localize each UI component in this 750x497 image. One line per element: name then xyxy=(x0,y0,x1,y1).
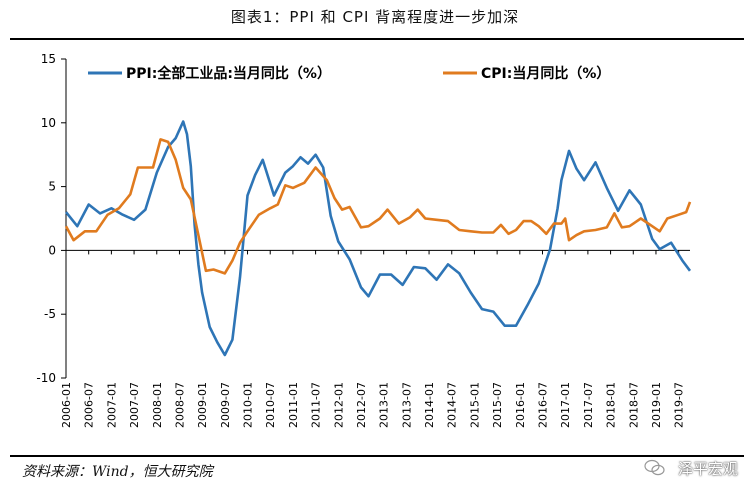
x-tick-label: 2016-07 xyxy=(537,382,550,428)
x-tick-label: 2013-01 xyxy=(378,382,391,428)
ppi-series-line xyxy=(64,120,692,357)
x-tick-label: 2007-01 xyxy=(105,382,118,428)
x-tick-label: 2006-01 xyxy=(60,382,73,428)
x-tick-label: 2017-07 xyxy=(582,382,595,428)
x-tick-label: 2011-07 xyxy=(310,382,323,428)
x-tick-label: 2012-07 xyxy=(355,382,368,428)
y-tick-label: 5 xyxy=(48,180,56,194)
line-chart: -10 -5 0 5 10 15 2006-01 2006-07 2007-01 2007-07… xyxy=(36,52,692,428)
x-tick-label: 2014-07 xyxy=(446,382,459,428)
x-tick-label: 2015-01 xyxy=(468,382,481,428)
x-tick-label: 2019-01 xyxy=(650,382,663,428)
x-tick-label: 2006-07 xyxy=(83,382,96,428)
page-title: 图表1：PPI 和 CPI 背离程度进一步加深 xyxy=(230,8,520,26)
x-tick-label: 2019-07 xyxy=(673,382,686,428)
x-tick-label: 2017-01 xyxy=(559,382,572,428)
y-tick-label: 10 xyxy=(41,116,56,130)
y-tick-label: 0 xyxy=(48,243,56,257)
footer-divider xyxy=(10,455,744,457)
watermark: 泽平宏观 xyxy=(677,460,738,478)
y-tick-label: -5 xyxy=(44,307,56,321)
legend-label-ppi: PPI:全部工业品:当月同比（%） xyxy=(126,65,331,82)
legend: PPI:全部工业品:当月同比（%） CPI:当月同比（%） xyxy=(88,65,610,82)
x-tick-label: 2009-07 xyxy=(219,382,232,428)
x-tick-label: 2008-07 xyxy=(173,382,186,428)
x-tick-label: 2007-07 xyxy=(128,382,141,428)
x-axis: 2006-01 2006-07 2007-01 2007-07 2008-01 2008-… xyxy=(60,249,690,428)
y-tick-label: 15 xyxy=(41,52,56,66)
y-tick-label: -10 xyxy=(36,371,56,385)
x-tick-label: 2012-01 xyxy=(332,382,345,428)
x-tick-label: 2013-07 xyxy=(400,382,413,428)
x-tick-label: 2009-01 xyxy=(196,382,209,428)
legend-label-cpi: CPI:当月同比（%） xyxy=(481,65,610,82)
x-tick-label: 2010-01 xyxy=(242,382,255,428)
x-tick-label: 2011-01 xyxy=(287,382,300,428)
y-axis: -10 -5 0 5 10 15 xyxy=(36,52,67,385)
title-divider xyxy=(10,38,744,40)
x-tick-label: 2014-01 xyxy=(423,382,436,428)
series-layer xyxy=(64,120,692,357)
x-tick-label: 2018-07 xyxy=(627,382,640,428)
x-tick-label: 2015-07 xyxy=(491,382,504,428)
x-tick-label: 2010-07 xyxy=(264,382,277,428)
source-note: 资料来源：Wind，恒大研究院 xyxy=(22,464,213,480)
x-tick-label: 2018-01 xyxy=(605,382,618,428)
x-tick-label: 2016-01 xyxy=(514,382,527,428)
x-tick-label: 2008-01 xyxy=(151,382,164,428)
cpi-series-line xyxy=(64,138,692,275)
wechat-icon xyxy=(644,459,665,476)
